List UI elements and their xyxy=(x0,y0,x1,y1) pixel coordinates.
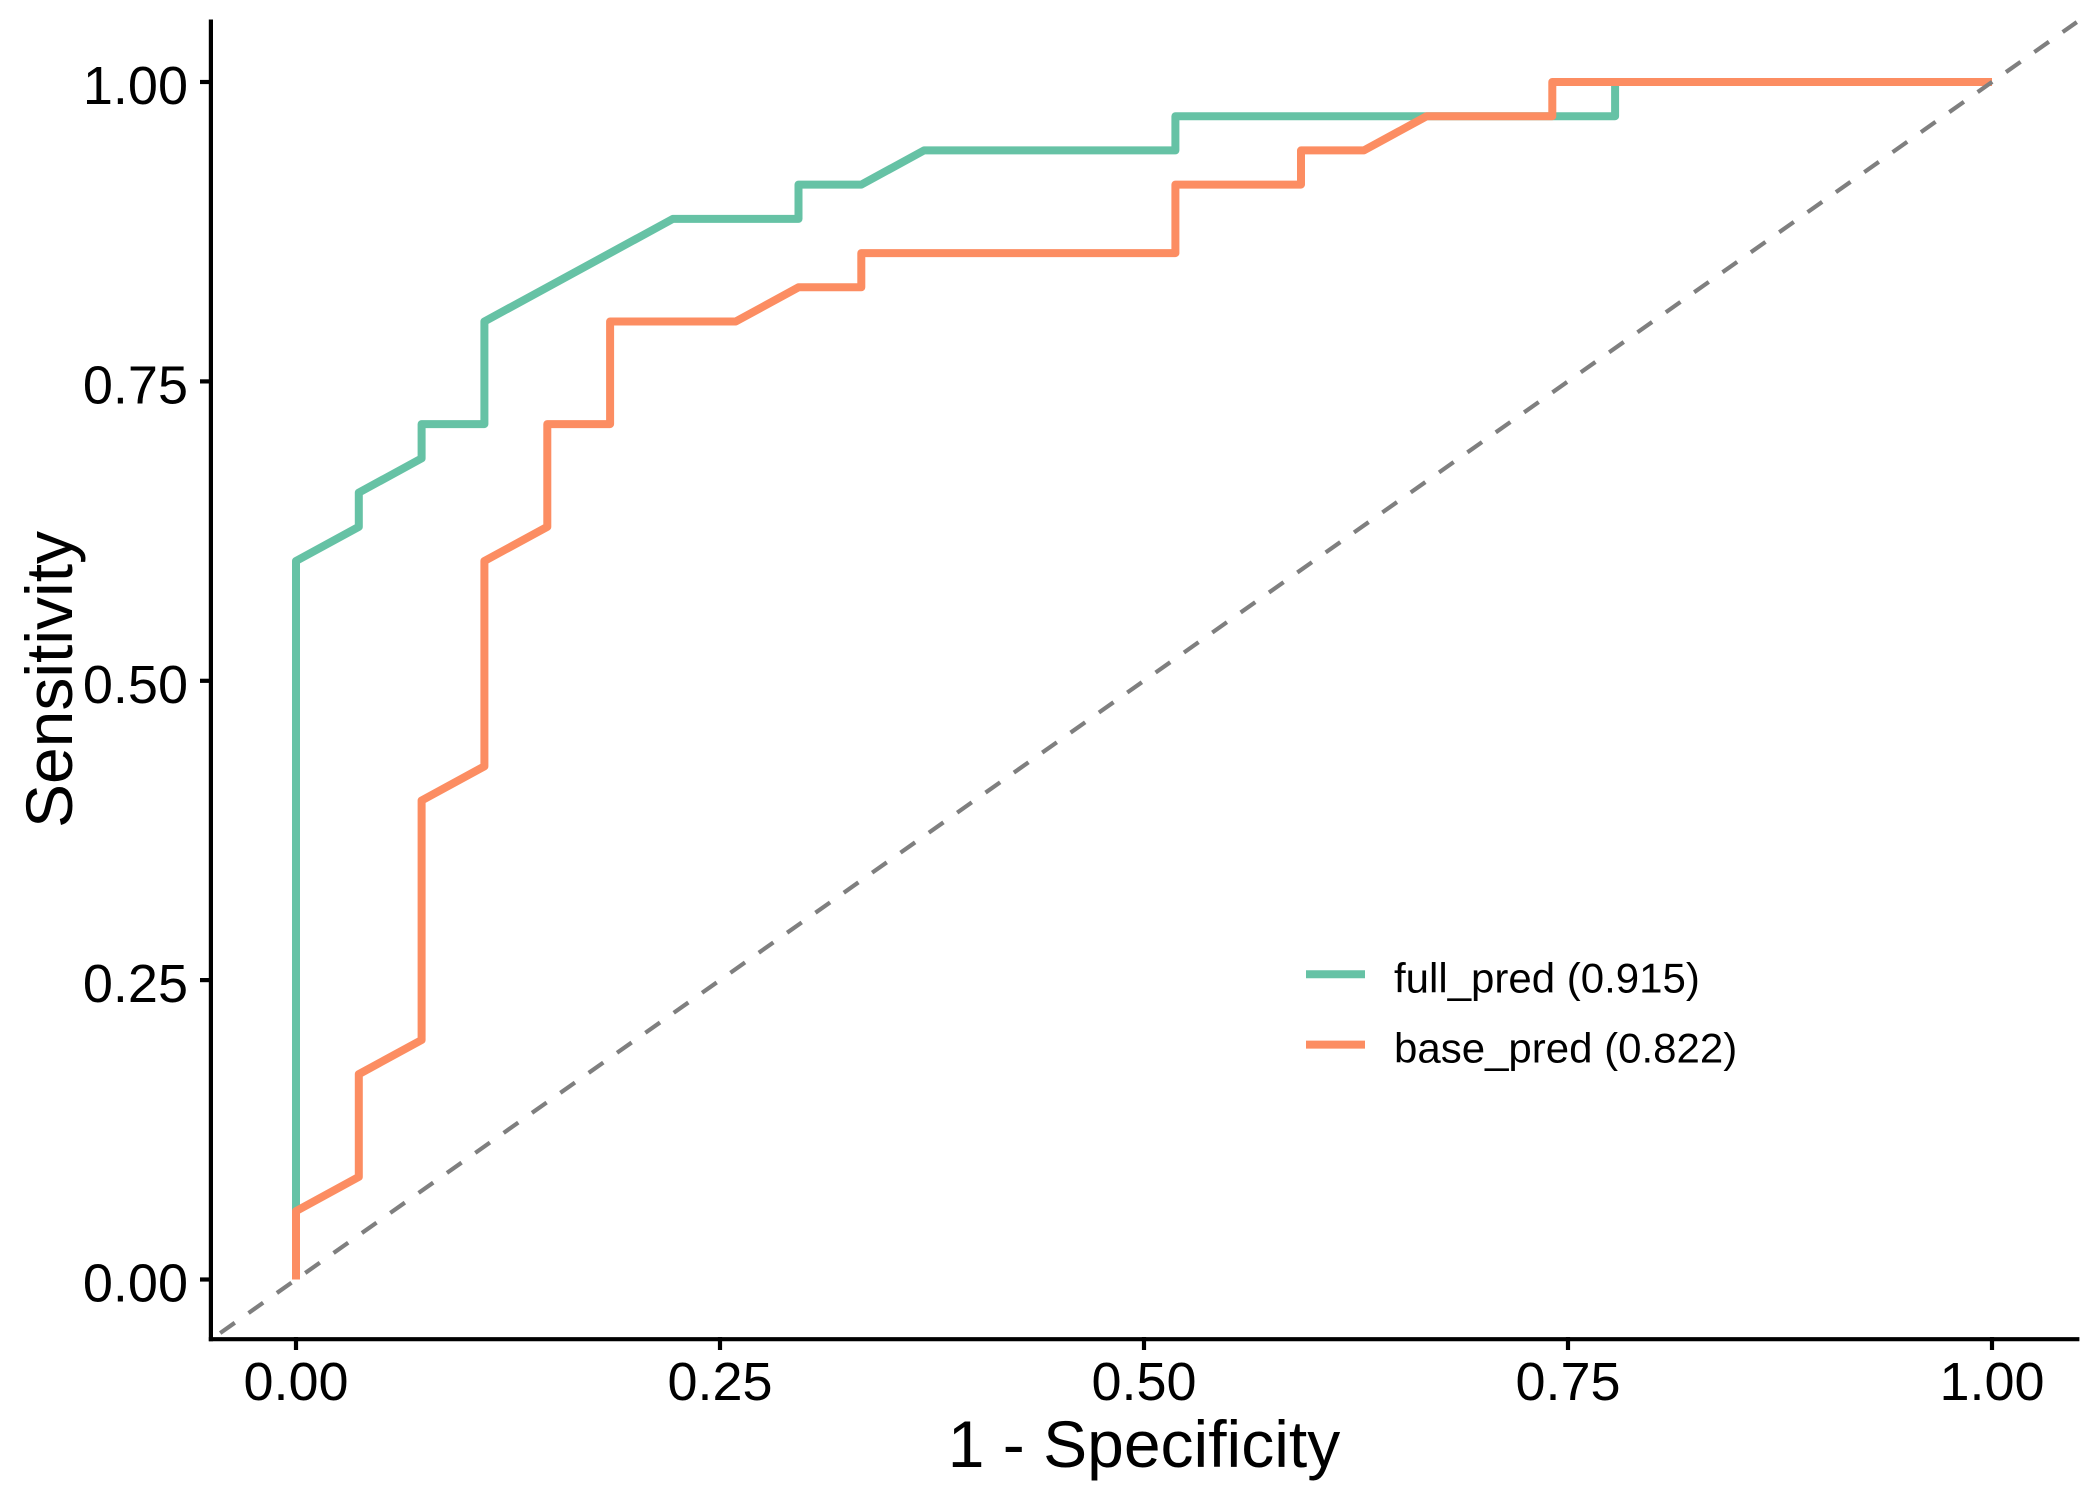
svg-text:0.00: 0.00 xyxy=(243,1352,348,1412)
svg-text:Sensitivity: Sensitivity xyxy=(12,531,86,828)
svg-text:0.25: 0.25 xyxy=(83,954,188,1014)
svg-text:1.00: 1.00 xyxy=(83,56,188,116)
svg-text:0.50: 0.50 xyxy=(83,655,188,715)
svg-text:0.25: 0.25 xyxy=(667,1352,772,1412)
svg-text:0.75: 0.75 xyxy=(83,356,188,416)
svg-text:full_pred (0.915): full_pred (0.915) xyxy=(1394,955,1700,1002)
svg-text:base_pred (0.822): base_pred (0.822) xyxy=(1394,1025,1737,1072)
svg-text:0.00: 0.00 xyxy=(83,1254,188,1314)
svg-text:1 - Specificity: 1 - Specificity xyxy=(948,1407,1340,1481)
svg-text:0.75: 0.75 xyxy=(1515,1352,1620,1412)
svg-text:1.00: 1.00 xyxy=(1939,1352,2044,1412)
svg-text:0.50: 0.50 xyxy=(1091,1352,1196,1412)
